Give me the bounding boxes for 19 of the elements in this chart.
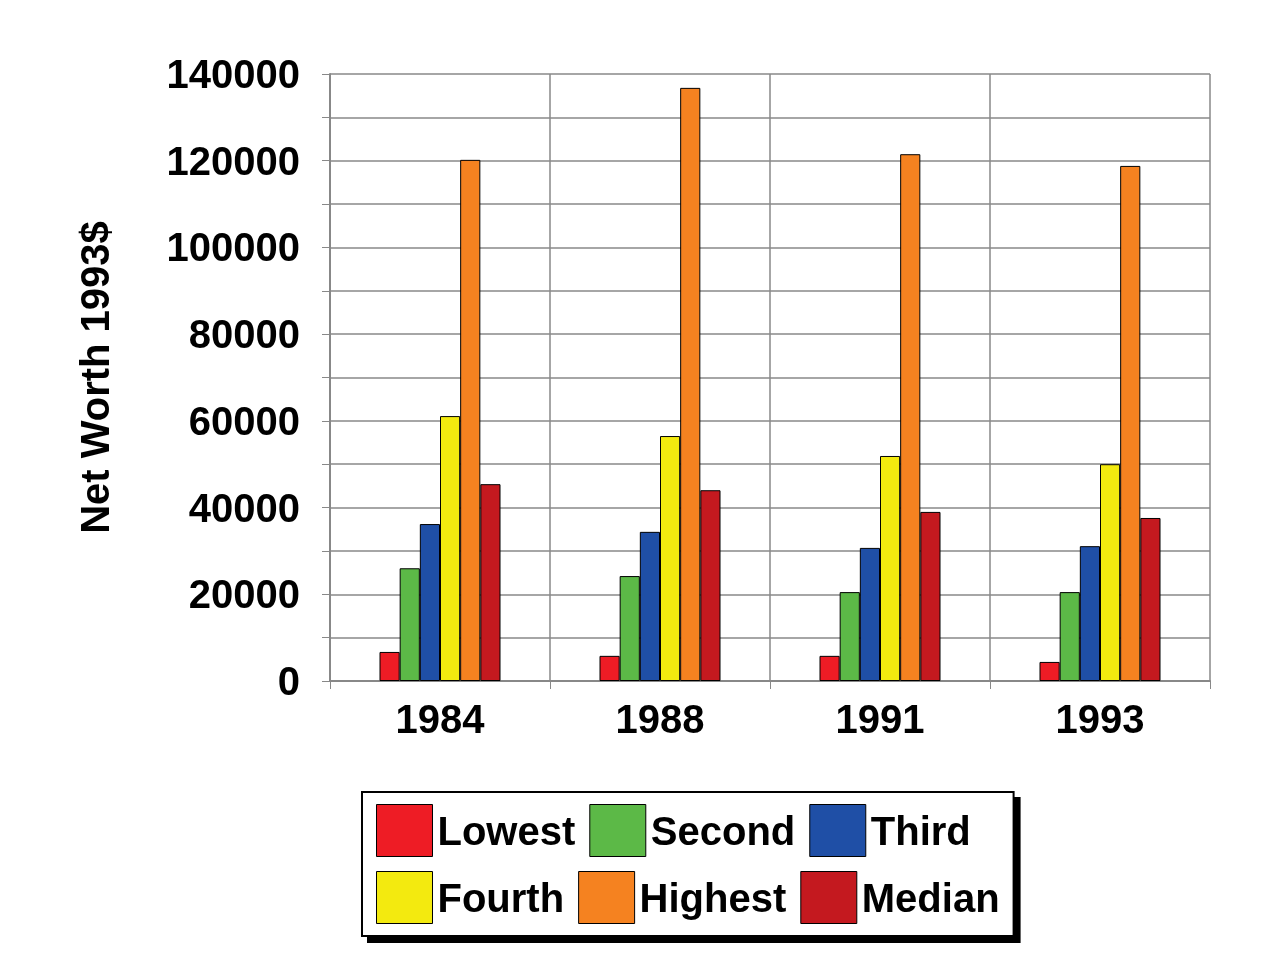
y-tick-label: 0: [277, 659, 300, 703]
y-tick-label: 140000: [166, 52, 300, 96]
y-axis-title: Net Worth 1993$: [73, 221, 117, 534]
y-tick-label: 20000: [188, 572, 300, 617]
x-tick-label: 1993: [1055, 697, 1145, 741]
legend-label: Highest: [639, 875, 787, 920]
legend-label: Fourth: [437, 875, 565, 920]
y-tick-label: 60000: [188, 398, 300, 443]
y-tick-label: 40000: [188, 485, 300, 530]
x-tick-label: 1984: [395, 697, 486, 741]
y-tick-label: 100000: [166, 225, 300, 270]
legend-label: Median: [861, 875, 1000, 920]
x-tick-label: 1991: [835, 697, 925, 741]
y-tick-label: 80000: [188, 312, 300, 357]
x-tick-label: 1988: [615, 697, 705, 741]
legend-label: Second: [650, 808, 796, 853]
legend-label: Lowest: [437, 808, 576, 853]
y-tick-label: 120000: [166, 138, 300, 183]
legend-label: Third: [870, 808, 971, 853]
